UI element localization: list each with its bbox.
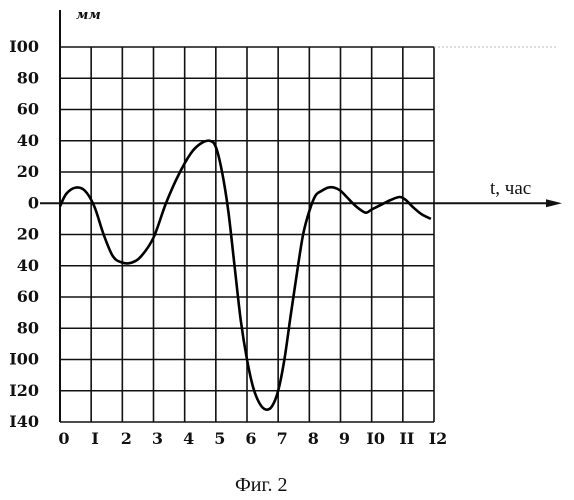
- y-axis-label: мм: [76, 8, 101, 23]
- y-tick-label: 80: [17, 68, 39, 87]
- x-tick-label: I0: [366, 429, 385, 448]
- x-tick-label: 8: [308, 429, 319, 448]
- x-tick-label: 9: [339, 429, 350, 448]
- y-tick-label: 80: [17, 318, 39, 337]
- y-tick-label: 40: [17, 256, 39, 275]
- y-tick-label: 60: [17, 287, 39, 306]
- x-axis-arrow-icon: [546, 199, 562, 207]
- y-tick-label: 60: [17, 100, 39, 119]
- x-tick-label: 3: [152, 429, 163, 448]
- y-tick-label: 0: [28, 193, 39, 212]
- x-tick-label: 4: [183, 429, 194, 448]
- x-tick-label: 0: [58, 429, 69, 448]
- x-tick-label: 2: [121, 429, 132, 448]
- y-tick-label: I40: [9, 412, 39, 431]
- series-line: [60, 141, 431, 410]
- x-tick-label: 5: [214, 429, 225, 448]
- y-tick-label: I20: [9, 381, 39, 400]
- y-tick-label: 20: [17, 225, 39, 244]
- y-tick-label: 40: [17, 131, 39, 150]
- x-tick-label: II: [399, 429, 414, 448]
- figure-caption: Фиг. 2: [235, 474, 287, 496]
- x-tick-label: I2: [429, 429, 448, 448]
- y-tick-label: 20: [17, 162, 39, 181]
- grid: [40, 10, 562, 422]
- y-tick-label: I00: [9, 37, 39, 56]
- x-tick-labels: 0I23456789I0III2: [58, 429, 447, 448]
- x-axis-label: t, час: [490, 178, 531, 199]
- series-group: [60, 141, 431, 410]
- x-tick-label: I: [91, 429, 98, 448]
- x-tick-label: 7: [277, 429, 288, 448]
- y-tick-label: I00: [9, 350, 39, 369]
- x-tick-label: 6: [245, 429, 256, 448]
- y-tick-labels: I00 80 60 40 20 0 20 40 60 80 I00 I20 I40: [9, 37, 39, 431]
